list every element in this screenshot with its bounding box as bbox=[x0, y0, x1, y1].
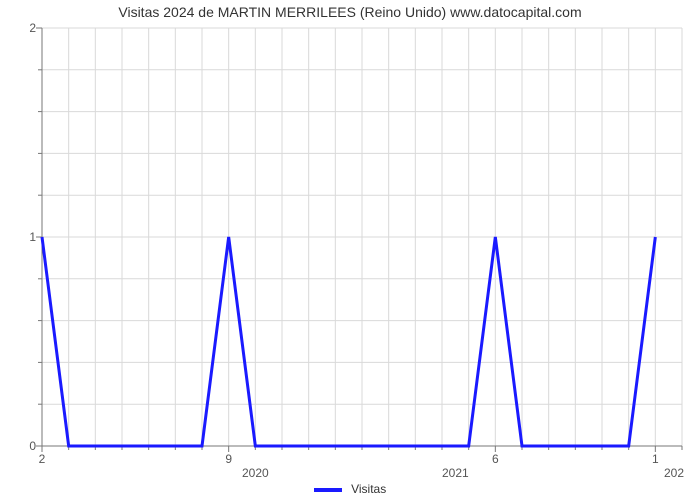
x-year-label: 2020 bbox=[242, 466, 269, 480]
plot-area bbox=[42, 28, 682, 446]
y-tick-label: 2 bbox=[6, 21, 36, 35]
x-tick-label: 9 bbox=[225, 452, 232, 466]
x-tick-label: 2 bbox=[39, 452, 46, 466]
legend-label: Visitas bbox=[351, 482, 386, 496]
x-tick-label: 6 bbox=[492, 452, 499, 466]
legend: Visitas bbox=[0, 482, 700, 496]
y-tick-label: 1 bbox=[6, 230, 36, 244]
x-year-label: 202 bbox=[664, 466, 684, 480]
legend-swatch bbox=[314, 488, 342, 492]
x-tick-label: 1 bbox=[652, 452, 659, 466]
chart-title: Visitas 2024 de MARTIN MERRILEES (Reino … bbox=[0, 4, 700, 20]
y-tick-label: 0 bbox=[6, 439, 36, 453]
x-year-label: 2021 bbox=[442, 466, 469, 480]
